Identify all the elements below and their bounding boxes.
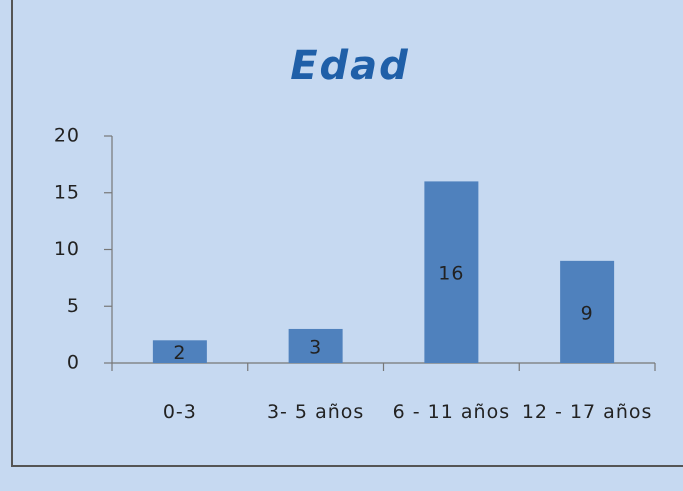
y-tick-label: 10 — [54, 238, 80, 260]
x-tick-label: 12 - 17 años — [522, 401, 653, 423]
x-tick-label: 6 - 11 años — [393, 401, 510, 423]
y-tick-label: 20 — [54, 125, 80, 147]
y-tick-label: 0 — [67, 352, 80, 374]
y-tick-label: 5 — [67, 295, 80, 317]
chart-border — [11, 0, 683, 467]
bar — [152, 340, 207, 363]
x-tick-label: 0-3 — [163, 401, 197, 423]
bar — [560, 260, 615, 363]
x-tick-label: 3- 5 años — [267, 401, 364, 423]
bar — [288, 328, 343, 363]
data-label: 3 — [309, 336, 322, 358]
data-label: 16 — [438, 263, 464, 285]
y-tick-label: 15 — [54, 181, 80, 203]
data-label: 9 — [581, 302, 594, 324]
data-label: 2 — [173, 342, 186, 364]
bar — [424, 181, 479, 363]
chart-title: Edad — [290, 43, 410, 89]
